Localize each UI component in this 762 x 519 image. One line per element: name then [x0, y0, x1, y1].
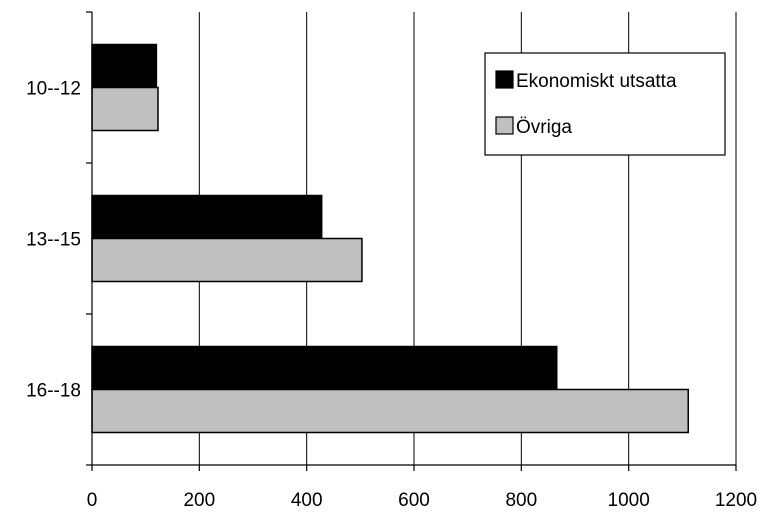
x-tick-label-400: 400	[291, 490, 323, 511]
legend-label-1: Övriga	[516, 117, 572, 138]
y-category-label-2: 16--18	[26, 381, 81, 402]
bar-16--18-ovriga	[92, 390, 688, 433]
y-axis-category-labels: 10--12 13--15 16--18	[26, 79, 81, 402]
bar-16--18-ekonomiskt-utsatta	[92, 347, 557, 390]
bar-13--15-ekonomiskt-utsatta	[92, 196, 322, 239]
legend: Ekonomiskt utsatta Övriga	[485, 53, 725, 155]
x-tick-label-1000: 1000	[608, 490, 650, 511]
y-category-label-1: 13--15	[26, 230, 81, 251]
bar-10--12-ovriga	[92, 88, 158, 131]
legend-swatch-0	[496, 71, 513, 88]
bar-10--12-ekonomiskt-utsatta	[92, 45, 156, 88]
x-tick-label-600: 600	[398, 490, 430, 511]
legend-label-0: Ekonomiskt utsatta	[516, 71, 677, 92]
x-axis-tick-labels: 0 200 400 600 800 1000 1200	[87, 490, 757, 511]
legend-box	[485, 53, 725, 155]
x-tick-label-1200: 1200	[715, 490, 757, 511]
legend-swatch-1	[496, 117, 513, 134]
x-tick-label-0: 0	[87, 490, 98, 511]
y-category-label-0: 10--12	[26, 79, 81, 100]
bar-13--15-ovriga	[92, 239, 362, 282]
x-tick-label-800: 800	[505, 490, 537, 511]
x-tick-label-200: 200	[183, 490, 215, 511]
